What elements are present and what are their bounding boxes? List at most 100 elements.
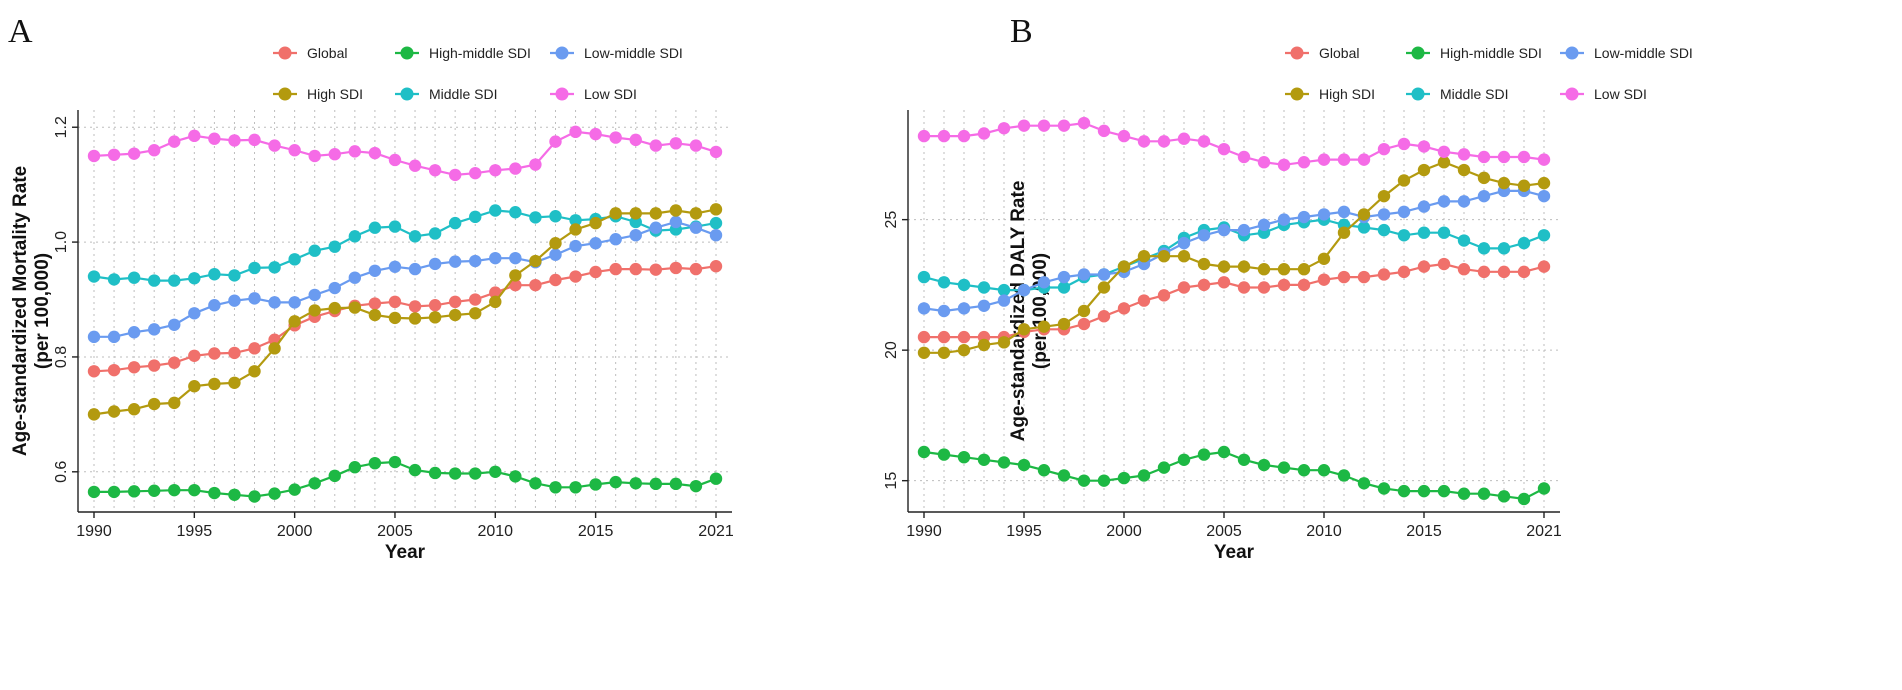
y-tick-label: 25	[883, 211, 900, 229]
data-point	[208, 377, 221, 391]
data-point	[107, 405, 121, 418]
data-point	[268, 139, 281, 152]
series-line-high-middle	[923, 450, 1545, 501]
data-point	[609, 131, 622, 144]
data-point	[649, 139, 663, 152]
data-point	[1317, 252, 1331, 265]
data-point	[368, 146, 382, 160]
data-point	[489, 164, 502, 177]
data-point	[448, 216, 462, 230]
data-point	[1077, 268, 1091, 281]
series-middle	[87, 204, 723, 287]
data-point	[629, 133, 642, 147]
plot-area-a: 1990 1995 2000 2005 2010 2015 2021 0.6 0.8 1.0 1.2…	[10, 110, 734, 563]
data-point	[348, 230, 362, 243]
data-point	[87, 365, 101, 378]
x-tick-label: 2005	[1206, 523, 1242, 540]
data-point	[188, 349, 201, 362]
data-point	[1417, 140, 1431, 153]
data-point	[87, 270, 101, 283]
data-point	[1417, 163, 1431, 177]
x-tick-label: 2005	[377, 523, 413, 540]
data-point	[408, 262, 422, 276]
data-point	[1377, 268, 1391, 281]
data-point	[127, 485, 141, 498]
data-point	[509, 162, 522, 175]
data-point	[1337, 469, 1351, 482]
x-tick-label: 2000	[1106, 523, 1142, 540]
y-axis-title: Age-standardized DALY Rate	[1008, 181, 1029, 442]
data-point	[709, 216, 723, 230]
data-point	[408, 312, 422, 325]
data-point	[1537, 189, 1551, 203]
data-point	[168, 356, 181, 369]
data-point	[649, 263, 663, 276]
data-point	[469, 293, 482, 306]
data-point	[957, 278, 971, 292]
data-point	[1357, 477, 1371, 490]
data-point	[937, 129, 951, 143]
data-point	[1377, 482, 1391, 495]
legend-item-global: Global	[1285, 45, 1359, 61]
data-point	[107, 363, 121, 377]
data-point	[1117, 471, 1131, 485]
legend-item-low: Low SDI	[550, 86, 637, 102]
panel-letter-b: B	[1010, 13, 1033, 50]
data-point	[1157, 461, 1171, 474]
data-point	[629, 215, 642, 229]
data-point	[1277, 213, 1291, 226]
legend-item-global: Global	[273, 45, 347, 61]
data-point	[87, 330, 101, 344]
data-point	[917, 346, 931, 359]
series-line-high-middle	[94, 460, 717, 498]
data-point	[288, 253, 301, 266]
data-point	[957, 450, 971, 464]
data-point	[1277, 158, 1291, 172]
data-point	[589, 237, 602, 250]
data-point	[609, 207, 622, 220]
data-point	[127, 403, 141, 416]
data-point	[1497, 150, 1511, 164]
data-point	[549, 273, 562, 287]
data-point	[288, 315, 301, 328]
data-point	[589, 265, 602, 279]
data-point	[589, 216, 602, 230]
legend-b: Global High-middle SDI Low-middle SDI High …	[1285, 45, 1693, 102]
data-point	[469, 307, 482, 320]
data-point	[168, 274, 181, 287]
data-point	[589, 127, 602, 141]
legend-item-low-middle: Low-middle SDI	[1560, 45, 1693, 61]
series-line-low	[924, 121, 1545, 166]
data-point	[1377, 223, 1391, 237]
data-point	[428, 164, 442, 177]
data-point	[709, 203, 723, 216]
data-point	[1277, 278, 1291, 292]
series-high-middle	[87, 455, 723, 503]
data-point	[689, 262, 703, 276]
data-point	[1077, 116, 1091, 130]
data-point	[1517, 150, 1531, 164]
data-point	[1097, 268, 1111, 281]
data-point	[937, 330, 951, 344]
series-low	[917, 116, 1551, 172]
data-point	[368, 456, 382, 470]
data-point	[977, 453, 991, 466]
data-point	[489, 251, 502, 265]
data-point	[1177, 132, 1191, 145]
legend-swatch-point	[278, 46, 292, 60]
legend-label: High-middle SDI	[1440, 45, 1542, 61]
data-point	[669, 137, 683, 150]
legend-swatch-point	[400, 46, 414, 60]
data-point	[368, 221, 382, 234]
data-point	[1217, 223, 1231, 237]
data-point	[1157, 249, 1171, 263]
data-point	[408, 463, 422, 477]
data-point	[228, 294, 241, 307]
data-point	[1257, 218, 1271, 232]
data-point	[348, 461, 362, 474]
data-point	[388, 260, 402, 273]
legend-label: High SDI	[307, 86, 363, 102]
data-point	[1397, 174, 1411, 187]
data-point	[168, 318, 181, 331]
